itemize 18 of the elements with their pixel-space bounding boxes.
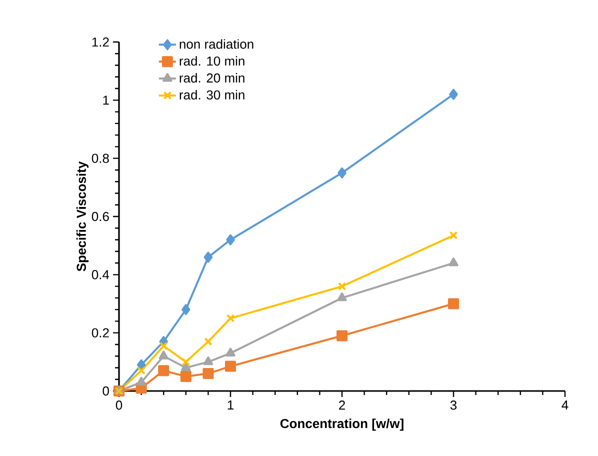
x-tick-label: 0	[116, 400, 122, 410]
x-tick-label: 4	[562, 400, 568, 410]
legend-label: non radiation	[180, 39, 254, 49]
legend-label: rad. 10 min	[180, 56, 244, 66]
x-axis-title: Concentration [w/w]	[280, 418, 404, 431]
x-tick-label: 1	[228, 400, 234, 410]
y-tick-label: 0.6	[92, 212, 109, 222]
x-tick-label: 3	[450, 400, 457, 410]
y-tick-label: 0.8	[92, 154, 109, 163]
legend-label: rad. 20 min	[180, 73, 244, 83]
y-tick-label: 0.2	[92, 328, 109, 338]
y-tick-label: 1.2	[92, 37, 109, 47]
legend-label: rad. 30 min	[180, 90, 244, 100]
y-axis-title: Specific Viscosity	[76, 161, 89, 272]
x-tick-label: 2	[339, 400, 345, 410]
y-tick-label: 0.4	[92, 270, 110, 280]
y-tick-label: 1	[103, 96, 109, 105]
y-tick-label: 0	[102, 386, 109, 396]
